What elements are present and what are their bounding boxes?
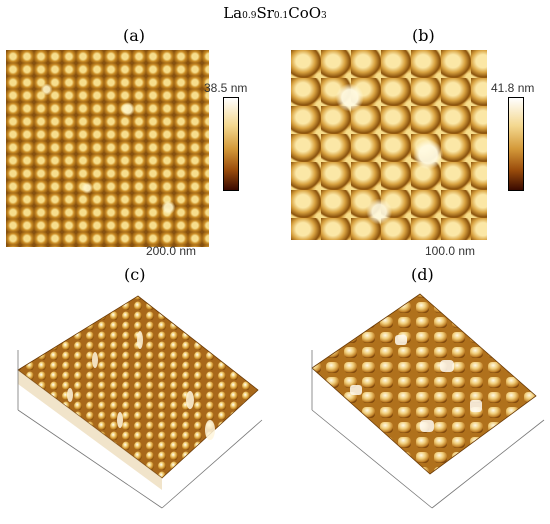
title-part: Sr <box>256 4 274 22</box>
panel-label-c: (c) <box>124 265 146 284</box>
afm-3d-surface-c <box>17 295 263 509</box>
title-part: La <box>223 4 243 22</box>
title-subscript: 0.1 <box>273 11 289 21</box>
colorbar-max-label-a: 38.5 nm <box>204 81 248 95</box>
panel-label-a: (a) <box>123 26 146 45</box>
title-part: CoO <box>288 4 322 22</box>
panel-label-d: (d) <box>411 265 434 284</box>
colorbar-b <box>508 97 524 191</box>
colorbar-a <box>223 97 239 191</box>
scan-size-label-b: 100.0 nm <box>425 244 476 258</box>
colorbar-max-label-b: 41.8 nm <box>491 81 535 95</box>
title-subscript: 0.9 <box>242 11 257 21</box>
panel-label-b: (b) <box>412 26 435 45</box>
figure-title: La0.9Sr0.1CoO3 <box>0 4 550 22</box>
title-subscript: 3 <box>321 11 327 21</box>
afm-image-b <box>291 50 487 240</box>
afm-3d-surface-d <box>311 293 545 509</box>
afm-image-a <box>6 50 209 247</box>
scan-size-label-a: 200.0 nm <box>146 244 197 258</box>
